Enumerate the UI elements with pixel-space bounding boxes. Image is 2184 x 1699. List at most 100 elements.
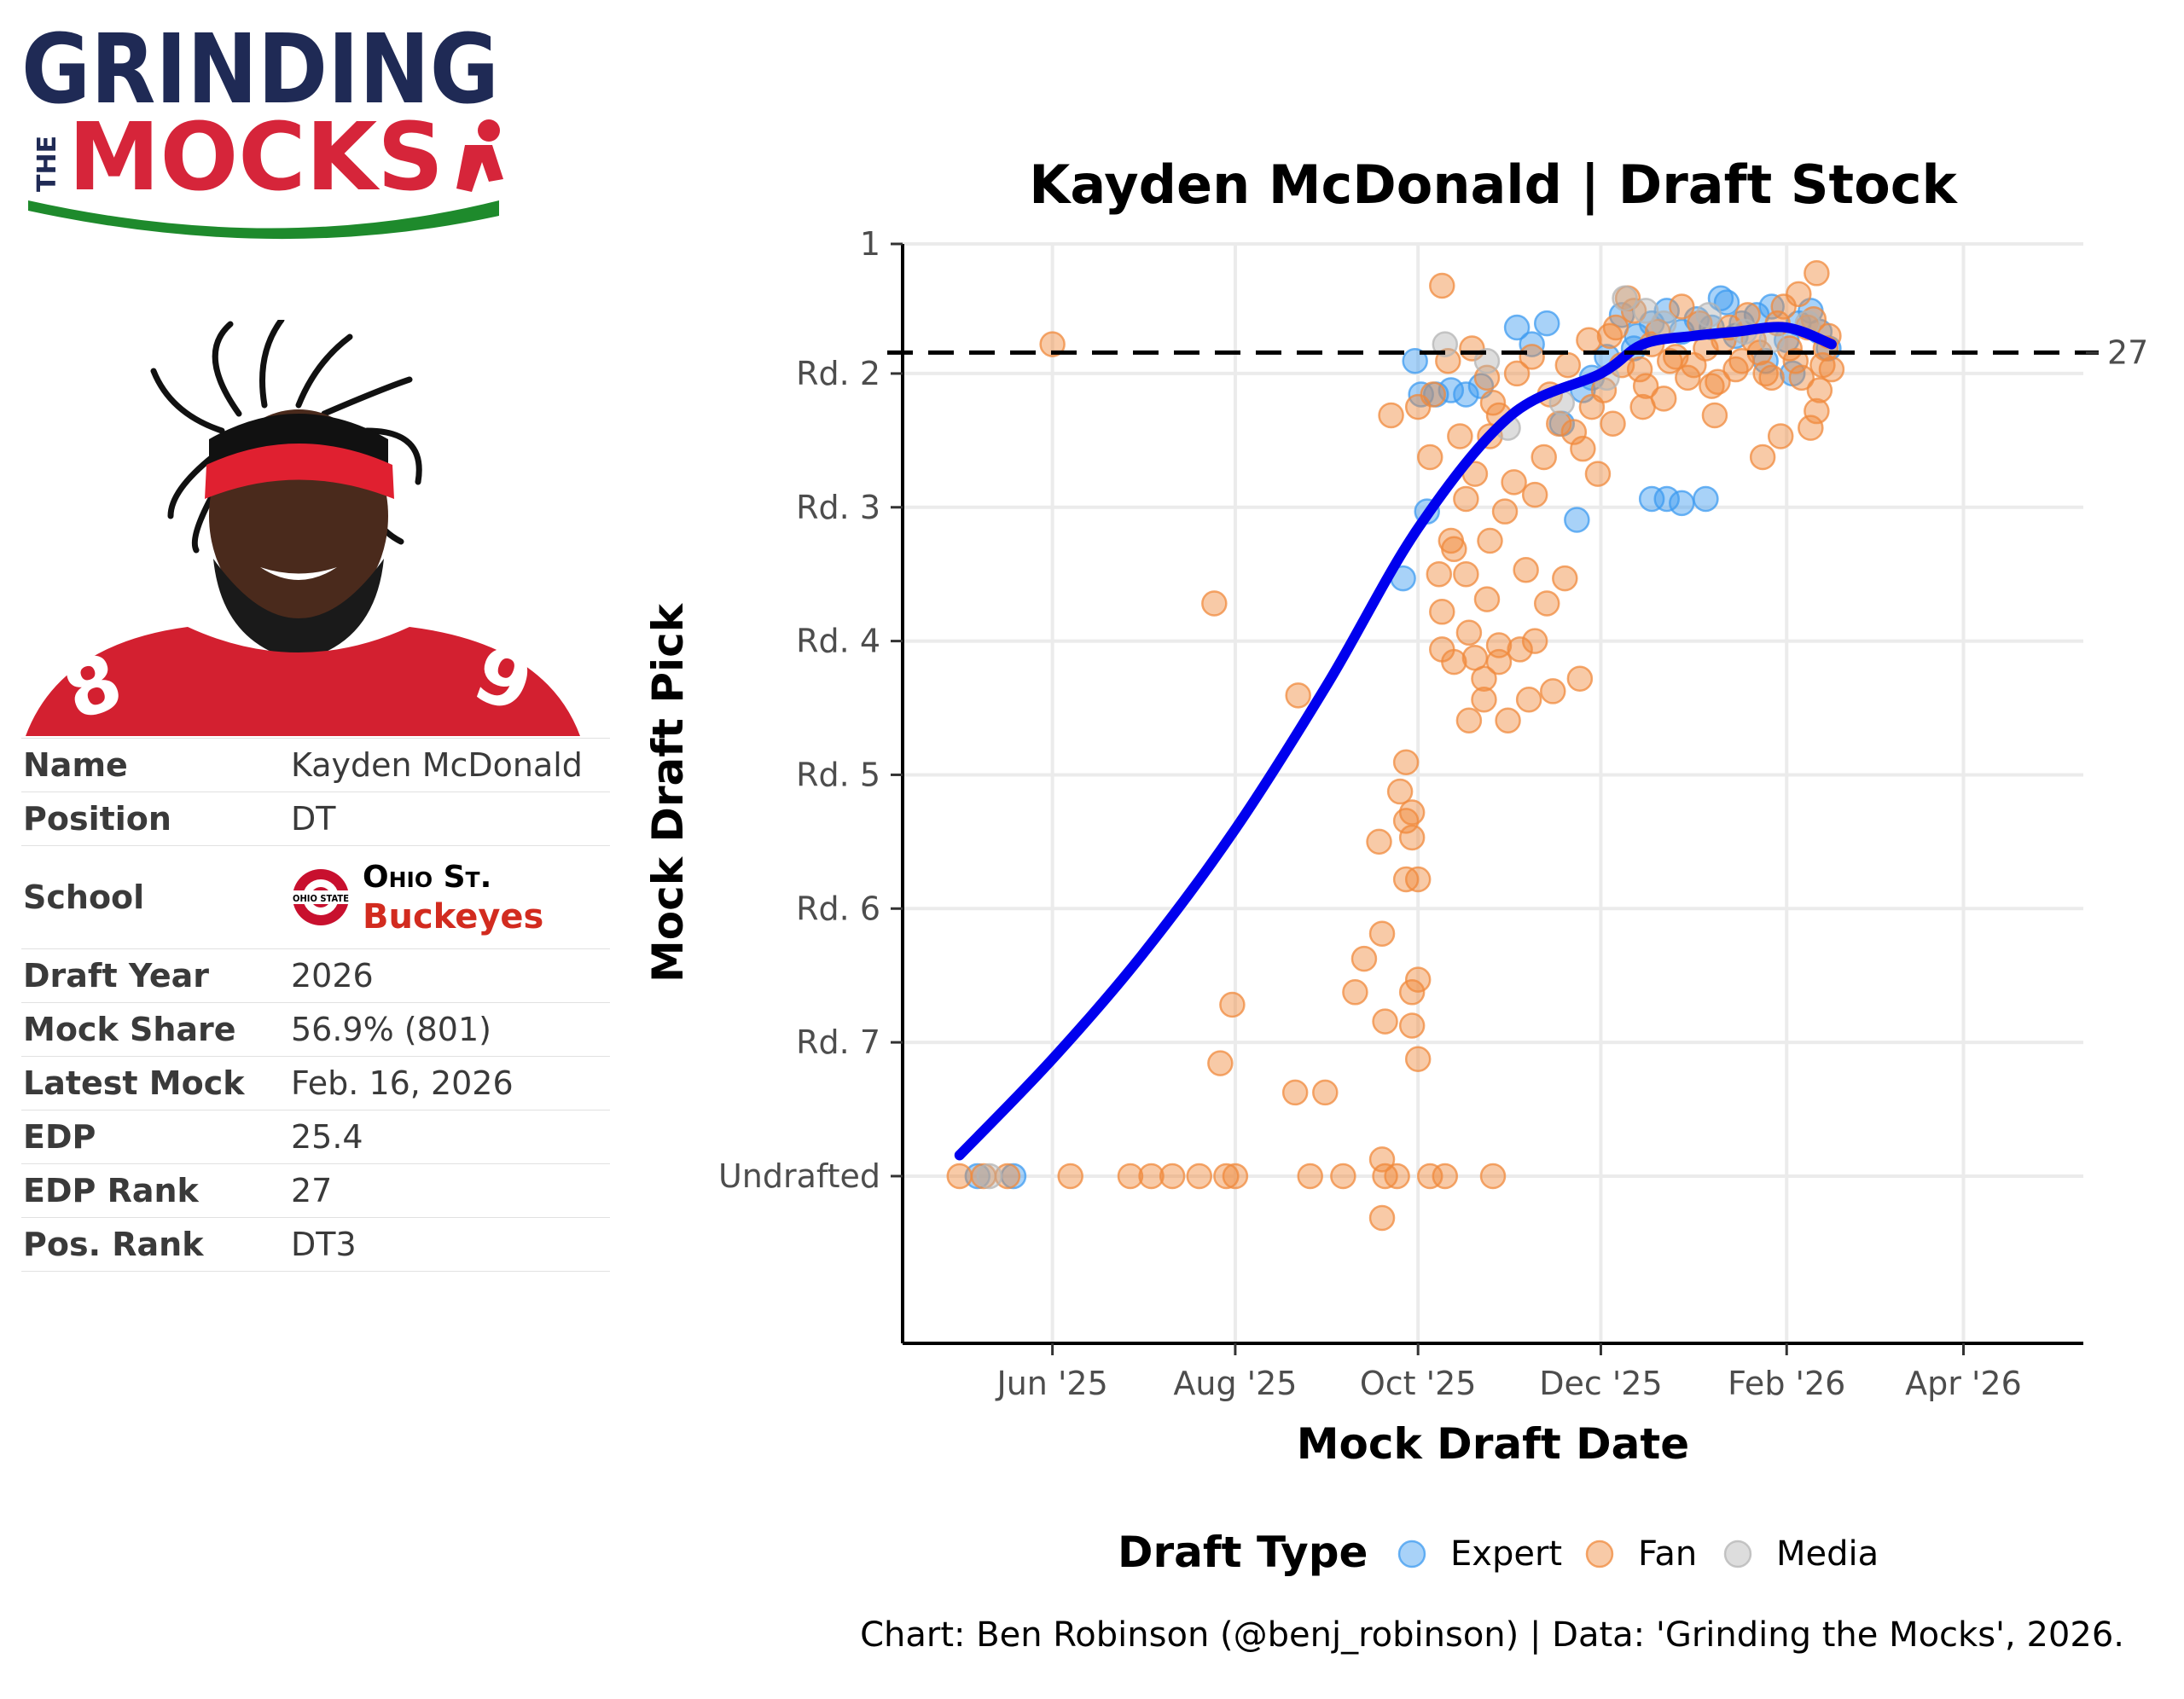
point-fan — [1398, 799, 1426, 826]
point-fan — [1576, 327, 1602, 353]
point-fan — [1477, 527, 1503, 554]
point-fan — [1416, 1163, 1443, 1190]
point-fan — [1552, 565, 1578, 592]
point-fan — [1186, 1163, 1213, 1190]
point-fan — [1159, 1163, 1186, 1190]
point-fan — [1057, 1163, 1083, 1190]
point-fan — [1429, 272, 1455, 299]
point-media — [1473, 347, 1501, 374]
point-media — [1632, 298, 1659, 324]
info-key: Name — [21, 738, 289, 792]
point-fan — [1453, 560, 1479, 588]
point-fan — [1117, 1163, 1144, 1190]
point-fan — [1312, 1079, 1339, 1106]
point-fan — [1297, 1163, 1323, 1190]
point-media — [1695, 302, 1722, 328]
point-fan — [1521, 481, 1548, 508]
point-fan — [1455, 707, 1483, 734]
point-fan — [1404, 966, 1432, 993]
point-expert — [1533, 310, 1560, 337]
x-tick-label: Apr '26 — [1905, 1365, 2022, 1402]
point-fan — [1392, 749, 1420, 775]
point-fan — [1584, 461, 1612, 487]
point-fan — [1219, 991, 1246, 1018]
point-fan — [1675, 364, 1701, 391]
logo-the: THE — [32, 136, 62, 192]
point-fan — [1330, 1163, 1356, 1190]
point-fan — [1749, 444, 1776, 471]
x-tick-label: Oct '25 — [1360, 1365, 1477, 1402]
point-fan — [1669, 293, 1695, 320]
point-fan — [1570, 435, 1596, 462]
ohio-state-logo-text: OHIO STATE — [293, 893, 349, 904]
y-tick-label: Rd. 7 — [796, 1023, 880, 1061]
point-media — [1650, 310, 1677, 337]
info-key: EDP — [21, 1110, 289, 1164]
point-fan — [1566, 665, 1594, 692]
y-tick-label: Rd. 5 — [796, 756, 880, 793]
x-tick-label: Aug '25 — [1173, 1365, 1297, 1402]
point-fan — [1515, 686, 1542, 713]
legend-title: Draft Type — [1118, 1528, 1368, 1577]
point-fan — [1455, 619, 1483, 647]
y-tick-label: Rd. 6 — [796, 890, 880, 927]
info-row: Name Kayden McDonald — [21, 738, 610, 792]
point-fan — [1629, 393, 1656, 420]
point-fan — [1804, 260, 1830, 287]
point-expert — [1453, 381, 1479, 408]
point-fan — [1701, 402, 1728, 429]
point-fan — [1479, 1163, 1507, 1190]
point-fan — [1519, 344, 1545, 370]
scatter-points — [946, 260, 1845, 1232]
x-tick-label: Feb '26 — [1728, 1365, 1845, 1402]
point-fan — [1540, 678, 1566, 705]
reference-line: 27 — [887, 333, 2148, 371]
y-tick-label: 1 — [860, 225, 880, 263]
point-fan — [1386, 778, 1414, 805]
info-key: Pos. Rank — [21, 1217, 289, 1272]
point-fan — [946, 1163, 973, 1190]
field-swoosh — [28, 200, 499, 240]
info-key: Draft Year — [21, 948, 289, 1003]
point-fan — [1533, 590, 1560, 617]
legend-label-expert: Expert — [1450, 1534, 1562, 1574]
point-fan — [1404, 1046, 1432, 1072]
point-fan — [1705, 368, 1731, 395]
point-fan — [1447, 423, 1473, 449]
player-info-table: Name Kayden McDonald Position DT School … — [21, 738, 610, 1272]
point-fan — [1752, 360, 1779, 387]
y-tick-label: Rd. 3 — [796, 489, 880, 526]
point-fan — [1507, 636, 1533, 663]
axes — [901, 244, 2083, 1345]
logo-line1: GRINDING — [21, 21, 499, 125]
x-tick-label: Dec '25 — [1539, 1365, 1662, 1402]
point-expert — [1638, 485, 1665, 513]
point-fan — [1404, 393, 1432, 420]
info-value: 2026 — [289, 948, 610, 1003]
point-fan — [1798, 415, 1824, 441]
point-fan — [1426, 560, 1453, 588]
info-key: Position — [21, 792, 289, 846]
info-row: Draft Year 2026 — [21, 948, 610, 1003]
point-fan — [1600, 410, 1626, 437]
point-media — [1432, 331, 1459, 357]
logo-line2: MOCKS — [68, 102, 444, 212]
point-fan — [1404, 866, 1432, 893]
school-name: Ohio St. — [363, 860, 492, 895]
point-fan — [1350, 945, 1378, 972]
info-value: 27 — [289, 1163, 610, 1218]
point-expert — [1693, 485, 1719, 513]
beard — [213, 559, 384, 661]
info-row: Position DT — [21, 792, 610, 846]
point-fan — [1767, 423, 1794, 449]
x-axis-title: Mock Draft Date — [1297, 1419, 1689, 1469]
point-fan — [994, 1163, 1021, 1190]
point-fan — [1438, 527, 1465, 554]
point-fan — [1596, 322, 1623, 350]
y-tick-label: Undrafted — [718, 1157, 880, 1195]
info-value: 56.9% (801) — [289, 1002, 610, 1057]
point-expert — [1503, 314, 1531, 341]
point-fan — [1788, 364, 1815, 391]
info-row: EDP Rank 27 — [21, 1163, 610, 1218]
info-row: Pos. Rank DT3 — [21, 1217, 610, 1272]
